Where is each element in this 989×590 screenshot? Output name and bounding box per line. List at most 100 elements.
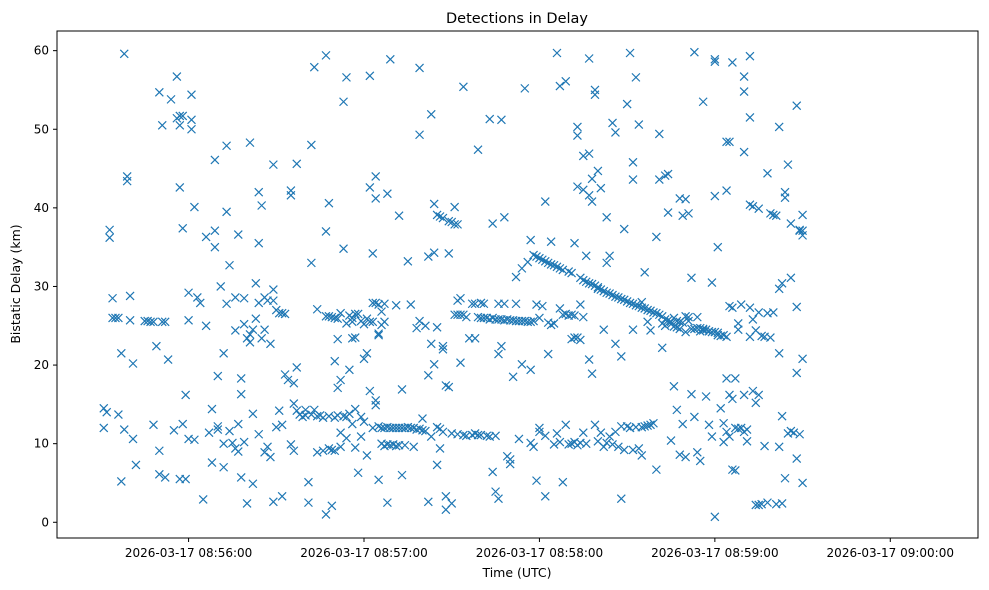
data-point: [342, 72, 351, 82]
data-point: [622, 99, 632, 109]
data-point: [470, 333, 480, 343]
data-point: [248, 479, 258, 489]
data-point: [274, 406, 284, 416]
data-point: [754, 500, 764, 510]
data-point: [324, 411, 334, 421]
data-point: [643, 317, 653, 327]
data-point: [684, 208, 693, 218]
data-point: [286, 186, 296, 195]
data-point: [365, 71, 375, 81]
data-point: [344, 409, 354, 419]
data-point: [590, 420, 600, 430]
data-point: [780, 473, 790, 483]
data-point: [163, 355, 173, 364]
data-point: [616, 351, 626, 361]
data-point: [429, 199, 439, 209]
data-point: [321, 227, 331, 236]
data-point: [277, 420, 287, 430]
data-point: [511, 272, 521, 282]
data-point: [777, 278, 787, 288]
data-point: [312, 447, 322, 457]
x-axis-ticks: 2026-03-17 08:56:00 2026-03-17 08:57:00 20…: [125, 538, 954, 560]
data-point: [280, 309, 290, 319]
data-point: [578, 428, 588, 438]
data-point: [426, 339, 436, 349]
data-point: [236, 389, 246, 399]
data-point: [429, 359, 439, 369]
data-point: [353, 468, 363, 478]
data-point: [327, 445, 337, 455]
data-point: [710, 191, 720, 201]
data-point: [584, 278, 594, 288]
data-point: [204, 428, 214, 438]
data-point: [368, 298, 378, 308]
data-point: [669, 381, 679, 391]
data-point: [251, 278, 261, 288]
data-point: [763, 168, 772, 178]
data-point: [438, 213, 448, 223]
data-point: [754, 390, 764, 400]
data-point: [312, 304, 322, 314]
data-point: [757, 331, 767, 341]
data-point: [570, 238, 579, 248]
data-point: [228, 438, 237, 448]
data-point: [587, 369, 597, 379]
data-point: [438, 427, 448, 437]
data-point: [128, 359, 138, 368]
data-point: [470, 429, 480, 438]
data-point: [558, 265, 568, 275]
data-point: [792, 454, 802, 464]
data-point: [356, 432, 366, 442]
data-point: [374, 475, 384, 485]
data-point: [719, 418, 729, 428]
y-tick-label: 20: [34, 358, 49, 372]
data-point: [292, 159, 302, 169]
data-point: [561, 76, 571, 86]
data-point: [684, 316, 693, 326]
data-point: [268, 160, 278, 170]
data-point: [774, 284, 784, 294]
data-point: [754, 307, 764, 317]
data-point: [230, 326, 240, 335]
data-point: [198, 495, 208, 504]
data-point: [649, 418, 658, 428]
data-point: [476, 298, 486, 308]
data-point: [795, 429, 805, 439]
data-point: [257, 201, 267, 210]
data-point: [301, 405, 310, 415]
y-tick-label: 50: [34, 122, 49, 136]
data-point: [219, 462, 229, 472]
data-point: [681, 327, 691, 337]
data-point: [505, 454, 515, 464]
data-point: [184, 315, 193, 325]
data-point: [268, 497, 278, 507]
data-point: [660, 171, 670, 181]
data-point: [213, 371, 223, 381]
data-point: [119, 49, 129, 59]
data-point: [590, 85, 600, 95]
data-point: [651, 232, 661, 242]
data-point: [207, 404, 217, 414]
y-tick-label: 40: [34, 201, 49, 215]
data-point: [780, 187, 790, 197]
data-point: [511, 299, 521, 309]
data-point: [692, 312, 702, 322]
data-point: [567, 268, 577, 278]
data-point: [742, 436, 752, 446]
data-point: [710, 512, 720, 522]
data-point: [444, 382, 454, 392]
data-point: [306, 140, 316, 150]
data-point: [526, 365, 536, 375]
data-point: [710, 54, 720, 64]
data-point: [406, 300, 416, 309]
data-point: [689, 47, 699, 57]
data-point: [210, 155, 220, 165]
data-point: [646, 326, 655, 335]
data-point: [298, 412, 308, 422]
data-point: [681, 311, 691, 321]
data-point: [625, 48, 635, 58]
data-point: [798, 354, 807, 364]
data-point: [763, 498, 772, 508]
data-point: [535, 423, 544, 433]
data-point: [347, 317, 357, 327]
